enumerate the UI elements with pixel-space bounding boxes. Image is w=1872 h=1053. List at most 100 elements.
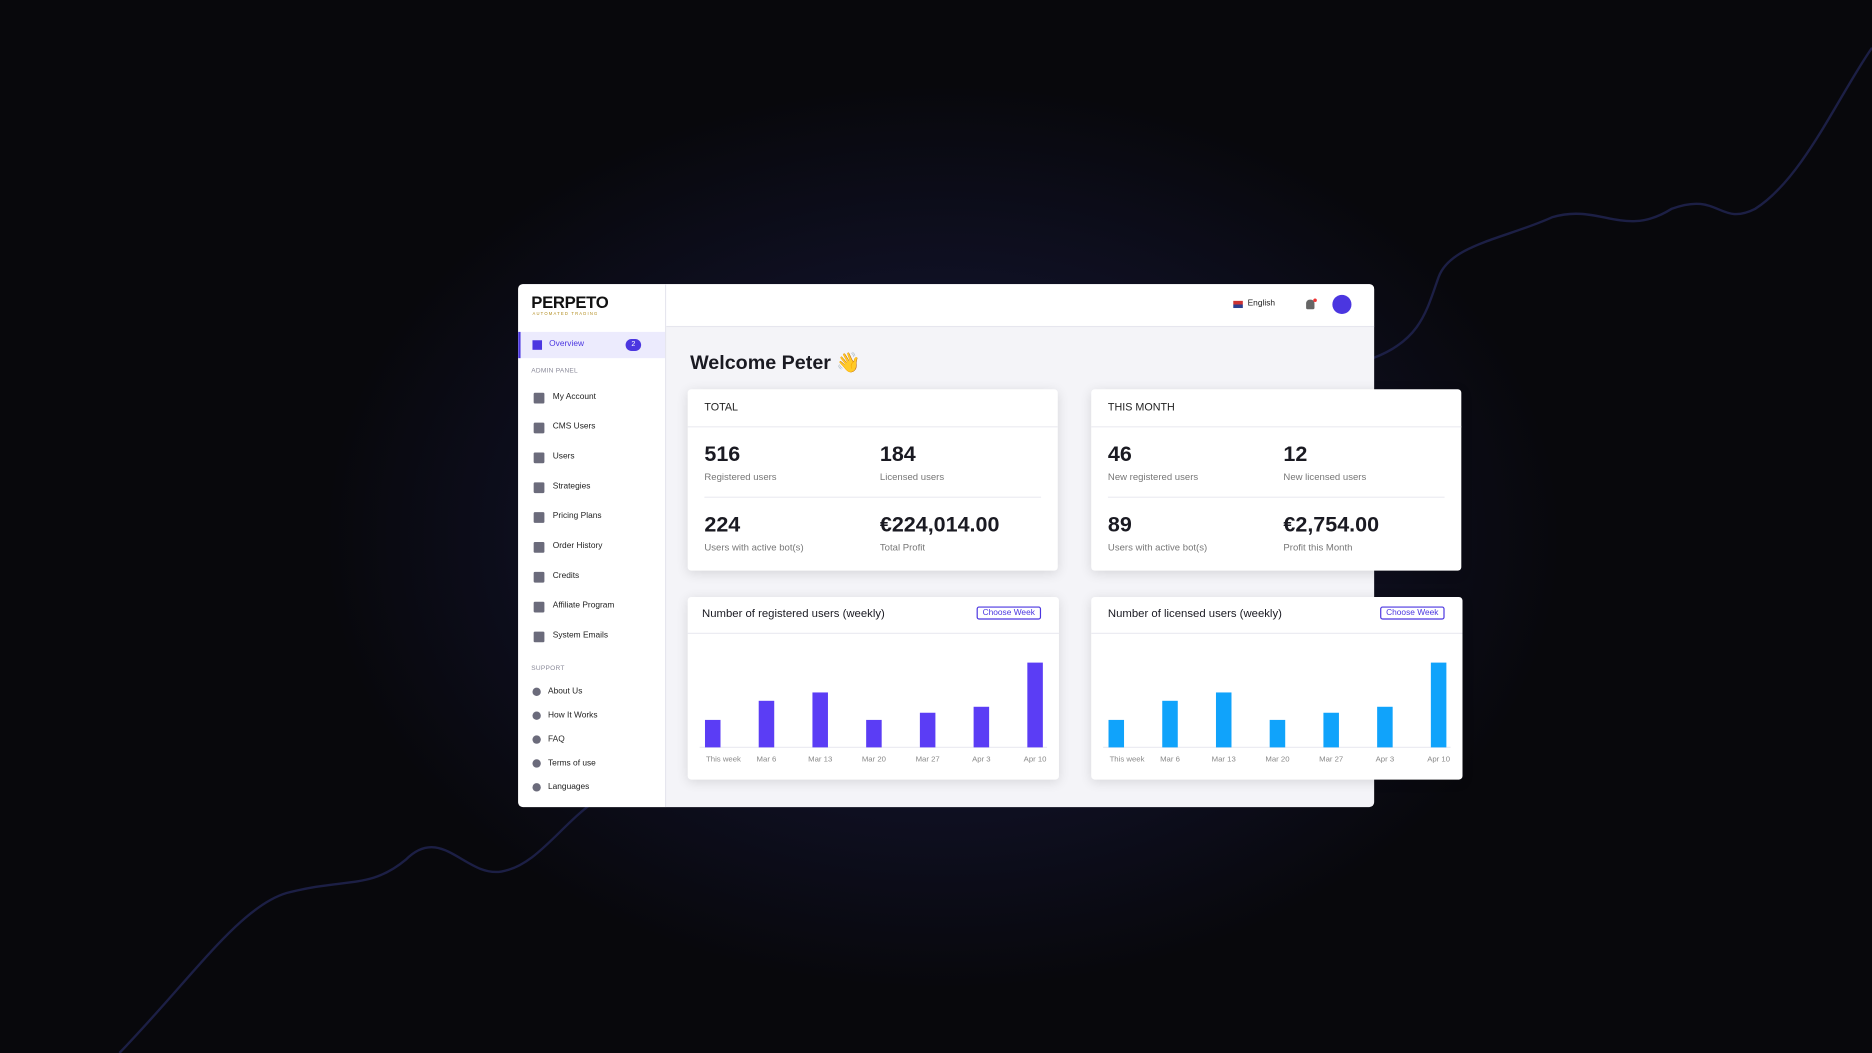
divider bbox=[1091, 426, 1462, 428]
nav-item[interactable]: About Us bbox=[547, 687, 583, 697]
bar-chart: This week Mar 6 Mar 13 Mar 20 Mar 27 Apr 3 Apr… bbox=[1103, 662, 1451, 764]
flag-icon bbox=[1233, 300, 1243, 309]
nav-icon bbox=[532, 687, 541, 697]
chart-title: Number of registered users (weekly) bbox=[702, 607, 885, 621]
divider bbox=[687, 426, 1058, 428]
nav-icon bbox=[532, 783, 541, 792]
bar bbox=[1162, 700, 1178, 748]
choose-week-button[interactable]: Choose Week bbox=[976, 606, 1041, 620]
stat-label: Users with active bot(s) bbox=[704, 542, 804, 553]
language-selector[interactable]: English bbox=[1247, 299, 1276, 309]
x-tick-label: Apr 3 bbox=[1376, 755, 1395, 764]
stat-value: 224 bbox=[704, 512, 741, 537]
stat-label: Registered users bbox=[704, 471, 777, 483]
nav-icon bbox=[533, 422, 545, 434]
nav-item[interactable]: Languages bbox=[547, 783, 590, 792]
stat-value: 89 bbox=[1107, 512, 1132, 537]
bar bbox=[919, 712, 936, 748]
brand-name: PERPETO bbox=[531, 292, 609, 312]
nav-icon bbox=[533, 392, 545, 404]
nav-item[interactable]: System Emails bbox=[552, 631, 609, 640]
nav-icon bbox=[533, 452, 545, 464]
nav-icon bbox=[533, 601, 545, 613]
chart-title: Number of licensed users (weekly) bbox=[1107, 607, 1282, 621]
stat-label: New registered users bbox=[1107, 471, 1199, 483]
bar bbox=[812, 692, 828, 748]
nav-label: Overview bbox=[549, 340, 585, 349]
nav-item[interactable]: Pricing Plans bbox=[552, 512, 602, 521]
bar-chart: This week Mar 6 Mar 13 Mar 20 Mar 27 Apr 3 Apr… bbox=[699, 662, 1048, 764]
bar bbox=[1269, 719, 1286, 748]
bar bbox=[1430, 662, 1447, 748]
nav-item[interactable]: How It Works bbox=[547, 711, 598, 720]
x-tick-label: Mar 27 bbox=[916, 755, 940, 764]
nav-icon bbox=[532, 711, 541, 720]
notification-dot bbox=[1313, 298, 1317, 303]
nav-item[interactable]: Users bbox=[552, 452, 575, 461]
divider bbox=[704, 496, 1042, 498]
stat-label: Total Profit bbox=[879, 542, 926, 553]
nav-item[interactable]: Terms of use bbox=[547, 759, 596, 768]
bar bbox=[1027, 662, 1043, 748]
bar bbox=[866, 719, 882, 748]
chart-card: Number of licensed users (weekly) Choose … bbox=[1091, 596, 1463, 780]
x-tick-label: Mar 6 bbox=[757, 755, 777, 764]
stat-value: €2,754.00 bbox=[1283, 512, 1380, 537]
nav-icon bbox=[533, 571, 545, 583]
nav-item[interactable]: Credits bbox=[552, 571, 580, 581]
x-tick-label: Mar 27 bbox=[1319, 755, 1343, 764]
stat-label: Users with active bot(s) bbox=[1107, 542, 1208, 553]
x-tick-label: Mar 20 bbox=[862, 755, 886, 764]
brand-tagline: AUTOMATED TRADING bbox=[532, 311, 599, 317]
x-tick-label: Mar 13 bbox=[808, 755, 832, 764]
section-title: SUPPORT bbox=[531, 664, 565, 673]
bar bbox=[704, 719, 721, 748]
x-tick-label: Apr 3 bbox=[972, 755, 991, 764]
sidebar: PERPETO AUTOMATED TRADING Overview 2 ADM… bbox=[518, 284, 667, 808]
nav-item[interactable]: Order History bbox=[552, 542, 603, 551]
divider bbox=[1107, 496, 1445, 498]
stat-value: 184 bbox=[879, 441, 916, 466]
stat-value: 516 bbox=[704, 441, 741, 466]
stat-label: New licensed users bbox=[1283, 471, 1367, 483]
nav-item[interactable]: CMS Users bbox=[552, 422, 596, 431]
bar bbox=[973, 706, 990, 748]
nav-item[interactable]: Affiliate Program bbox=[552, 601, 615, 611]
nav-icon bbox=[533, 542, 545, 553]
nav-item[interactable]: Strategies bbox=[552, 482, 591, 491]
choose-week-button[interactable]: Choose Week bbox=[1380, 606, 1445, 620]
nav-icon bbox=[533, 512, 545, 523]
stat-card: THIS MONTH 46 New registered users 12 New li… bbox=[1091, 389, 1462, 571]
stat-value: €224,014.00 bbox=[879, 512, 1000, 537]
bar bbox=[758, 700, 775, 748]
nav-item[interactable]: FAQ bbox=[547, 735, 565, 744]
x-tick-label: This week bbox=[1110, 755, 1145, 764]
section-title: ADMIN PANEL bbox=[531, 367, 578, 375]
bar bbox=[1377, 706, 1393, 748]
x-tick-label: Mar 20 bbox=[1265, 755, 1289, 764]
nav-icon bbox=[532, 759, 541, 768]
nav-active[interactable]: Overview 2 bbox=[518, 331, 665, 359]
stat-label: Profit this Month bbox=[1283, 542, 1353, 553]
bar bbox=[1108, 719, 1125, 748]
notification-bell[interactable] bbox=[1306, 299, 1315, 310]
divider bbox=[1091, 632, 1463, 634]
top-bar: English bbox=[666, 284, 1375, 328]
avatar[interactable] bbox=[1332, 294, 1352, 314]
card-title: TOTAL bbox=[704, 401, 739, 414]
stat-label: Licensed users bbox=[879, 471, 945, 483]
stat-card: TOTAL 516 Registered users 184 Licensed user… bbox=[687, 389, 1058, 571]
x-tick-label: This week bbox=[706, 755, 741, 764]
chart-card: Number of registered users (weekly) Choos… bbox=[687, 596, 1059, 780]
nav-item[interactable]: My Account bbox=[552, 392, 596, 402]
stat-value: 46 bbox=[1107, 441, 1132, 466]
bar bbox=[1323, 712, 1339, 748]
card-title: THIS MONTH bbox=[1107, 401, 1175, 414]
nav-icon bbox=[532, 735, 541, 744]
x-tick-label: Apr 10 bbox=[1427, 755, 1450, 764]
bar bbox=[1215, 692, 1232, 748]
nav-icon bbox=[532, 340, 543, 350]
divider bbox=[687, 632, 1059, 634]
